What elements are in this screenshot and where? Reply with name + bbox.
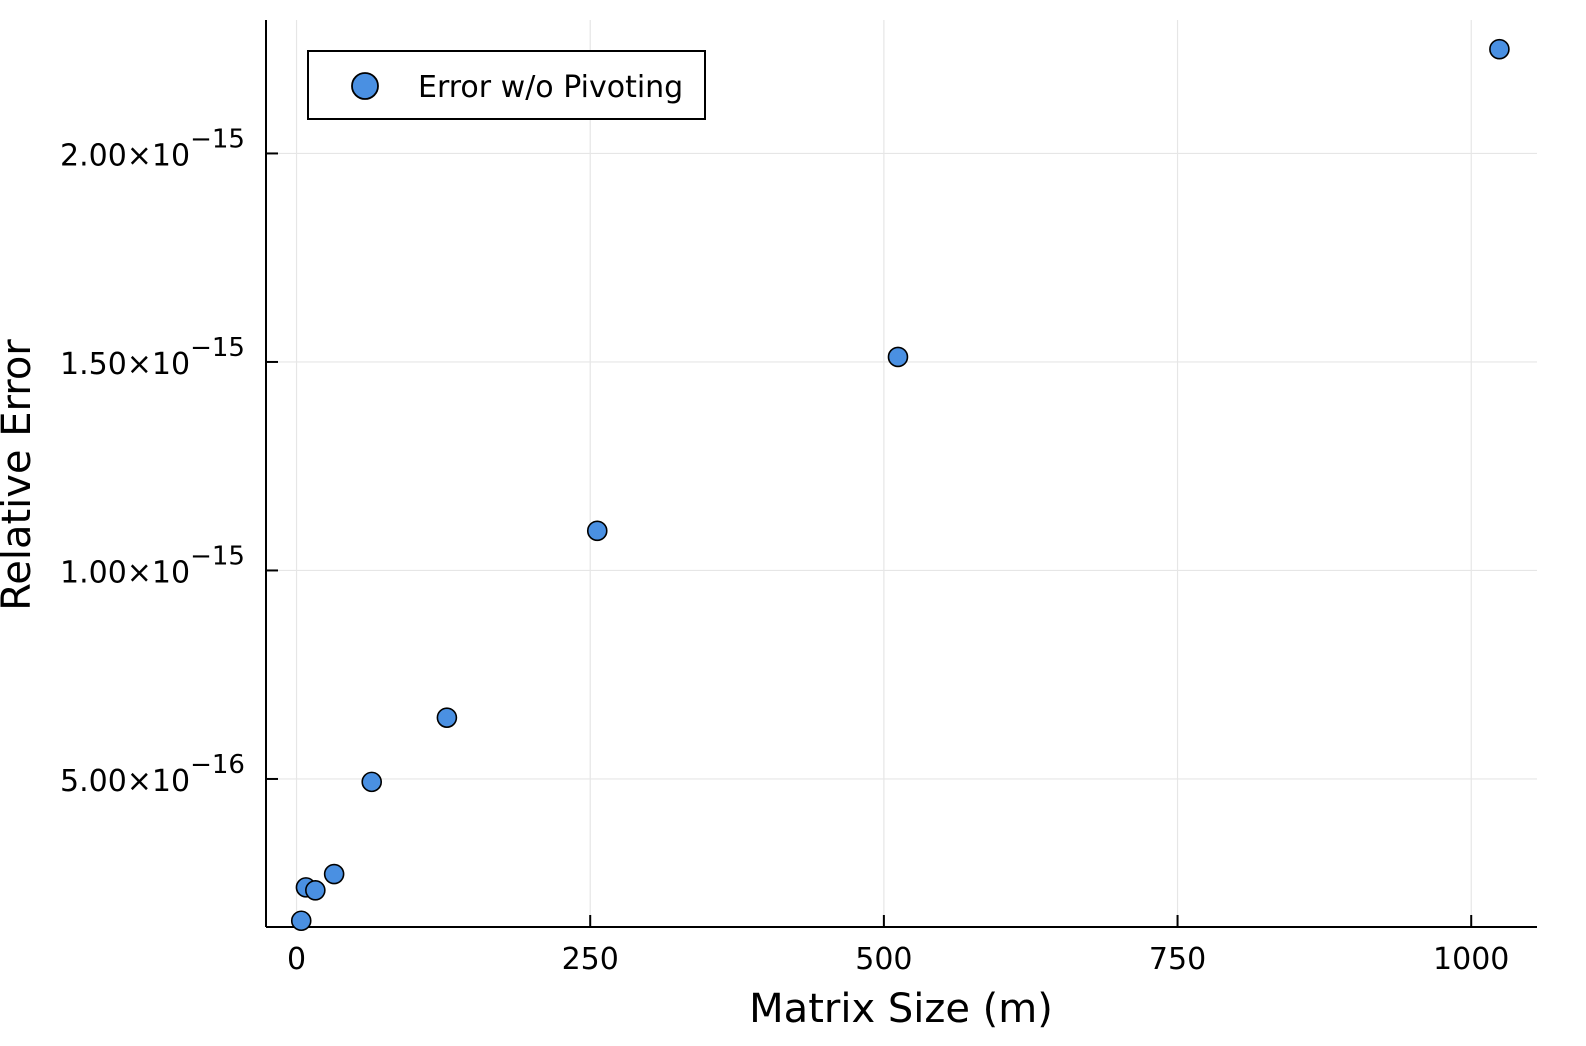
y-tick-mantissa: 5.00×10: [60, 764, 190, 799]
y-tick-label: 2.00×10−15: [60, 124, 245, 173]
x-tick-label: 250: [562, 942, 619, 977]
y-tick-exponent: −16: [190, 750, 245, 780]
x-tick-label: 750: [1149, 942, 1206, 977]
y-tick-mantissa: 1.50×10: [60, 347, 190, 382]
y-tick-exponent: −15: [190, 333, 245, 363]
data-point: [290, 910, 312, 932]
y-ticks: 5.00×10−161.00×10−151.50×10−152.00×10−15: [60, 124, 278, 799]
y-tick-mantissa: 2.00×10: [60, 138, 190, 173]
legend-label: Error w/o Pivoting: [418, 70, 683, 105]
y-tick-label: 1.00×10−15: [60, 541, 245, 590]
legend-marker: [351, 72, 379, 100]
y-tick-exponent: −15: [190, 124, 245, 154]
data-point: [361, 771, 383, 793]
y-axis-title: Relative Error: [0, 339, 40, 611]
data-points: [290, 38, 1510, 932]
x-axis-title: Matrix Size (m): [749, 986, 1053, 1032]
data-point: [323, 863, 345, 885]
legend: Error w/o Pivoting: [307, 50, 706, 120]
y-tick-exponent: −15: [190, 541, 245, 571]
data-point: [586, 520, 608, 542]
y-tick-label: 5.00×10−16: [60, 750, 245, 799]
x-tick-label: 0: [287, 942, 306, 977]
x-ticks: 0 250 500 750 1000: [287, 915, 1509, 977]
axes: [265, 20, 1537, 928]
data-point: [887, 346, 909, 368]
y-tick-mantissa: 1.00×10: [60, 555, 190, 590]
grid-lines: [266, 20, 1537, 927]
data-point: [305, 880, 326, 901]
y-tick-label: 1.50×10−15: [60, 333, 245, 382]
data-point: [436, 707, 458, 728]
data-point: [1489, 38, 1510, 60]
x-tick-label: 500: [855, 942, 912, 977]
x-tick-label: 1000: [1433, 942, 1509, 977]
